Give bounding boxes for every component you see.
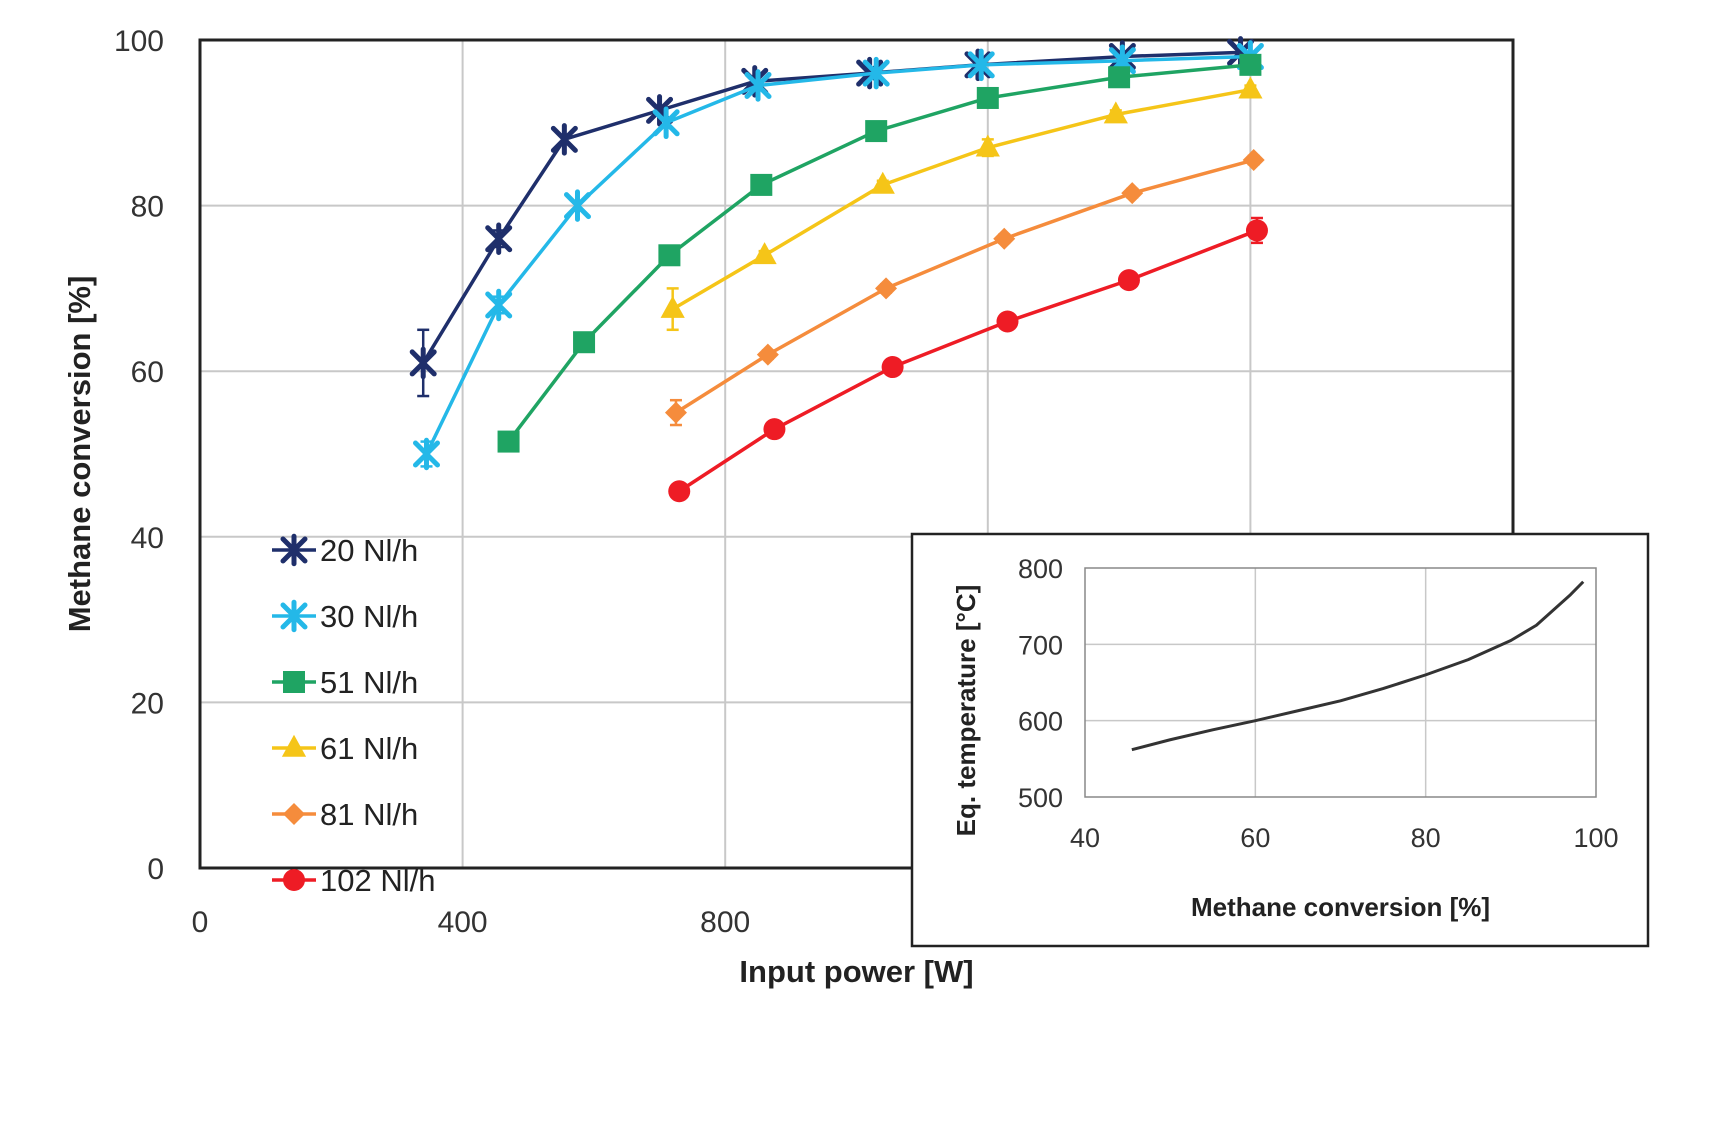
series-line [507,63,1251,443]
legend-label: 81 Nl/h [320,797,418,832]
legend-item: 81 Nl/h [272,797,418,832]
main-plot-frame [198,38,1515,870]
y-tick-label: 60 [131,356,164,389]
legend-marker [283,803,305,825]
inset-gridlines [1085,568,1596,797]
y-tick-label: 0 [147,853,164,886]
data-point [1121,182,1144,205]
legend: 20 Nl/h 30 Nl/h 51 Nl/h 61 Nl/h 81 Nl/h 102 N… [272,533,435,898]
data-point [996,310,1019,333]
data-point [976,86,999,109]
series-line [678,228,1258,493]
data-point [1238,76,1263,99]
data-point [668,480,691,503]
legend-item: 30 Nl/h [272,599,418,634]
inset-tick-labels: 40 60 80 100 500 600 700 800 [1018,554,1619,853]
data-point [756,343,779,366]
data-point [993,227,1016,250]
data-point [862,56,890,90]
series-5 [664,149,1265,427]
data-point [967,48,995,82]
data-point [660,295,685,318]
inset-y-tick-label: 500 [1018,783,1063,813]
data-point [485,288,513,322]
data-point [750,173,773,196]
data-point [563,189,591,222]
series-4 [660,76,1263,332]
data-point [497,430,520,453]
series-line [671,87,1251,311]
y-tick-label: 20 [131,687,164,720]
inset-y-tick-label: 700 [1018,630,1063,660]
inset-x-axis-title: Methane conversion [%] [1191,892,1490,922]
legend-label: 102 Nl/h [320,863,435,898]
data-point [658,244,681,267]
data-point [865,120,888,143]
data-point [875,277,898,300]
data-point [881,356,904,379]
inset-chart: 40 60 80 100 500 600 700 800 Methane conversion… [910,532,1650,948]
inset-x-tick-label: 60 [1240,823,1270,853]
x-tick-label: 400 [438,906,488,939]
inset-x-tick-label: 100 [1573,823,1618,853]
legend-label: 20 Nl/h [320,533,418,568]
inset-series-line [1131,580,1585,752]
legend-label: 30 Nl/h [320,599,418,634]
legend-marker [283,671,305,693]
x-axis-title: Input power [W] [739,954,973,989]
inset-plot-frame [1084,567,1597,798]
data-point [1239,53,1262,76]
data-point [664,401,687,424]
legend-marker [283,869,305,891]
inset-series-layer [1131,580,1585,752]
main-series-layer [409,36,1268,503]
data-point [409,346,437,380]
legend-item: 51 Nl/h [272,665,418,700]
data-point [763,418,786,441]
data-point [1108,66,1131,89]
series-6 [668,216,1268,503]
legend-marker [280,599,308,633]
series-3 [497,53,1262,453]
data-point [975,134,1000,157]
data-point [550,123,578,156]
data-point [1103,101,1128,124]
inset-x-tick-label: 80 [1411,823,1441,853]
legend-item: 61 Nl/h [272,731,418,766]
inset-x-tick-label: 40 [1070,823,1100,853]
legend-item: 102 Nl/h [272,863,435,898]
data-point [1117,269,1140,292]
data-point [1245,219,1268,242]
x-tick-label: 800 [700,906,750,939]
data-point [752,242,777,265]
y-tick-label: 80 [131,191,164,224]
inset-y-tick-label: 600 [1018,707,1063,737]
legend-label: 51 Nl/h [320,665,418,700]
inset-box [910,532,1650,948]
data-point [573,331,596,354]
legend-marker [281,734,307,757]
data-point [652,106,680,140]
legend-item: 20 Nl/h [272,533,418,568]
series-line [675,158,1255,415]
data-point [485,222,513,255]
data-point [412,437,440,471]
data-point [744,69,772,102]
inset-y-axis-title: Eq. temperature [°C] [951,585,981,837]
inset-y-tick-label: 800 [1018,554,1063,584]
data-point [870,171,895,194]
legend-marker [280,533,308,567]
data-point [1242,149,1265,172]
y-tick-label: 100 [114,25,164,58]
x-tick-label: 0 [192,906,209,939]
legend-label: 61 Nl/h [320,731,418,766]
y-tick-label: 40 [131,522,164,555]
y-axis-title: Methane conversion [%] [62,276,97,633]
